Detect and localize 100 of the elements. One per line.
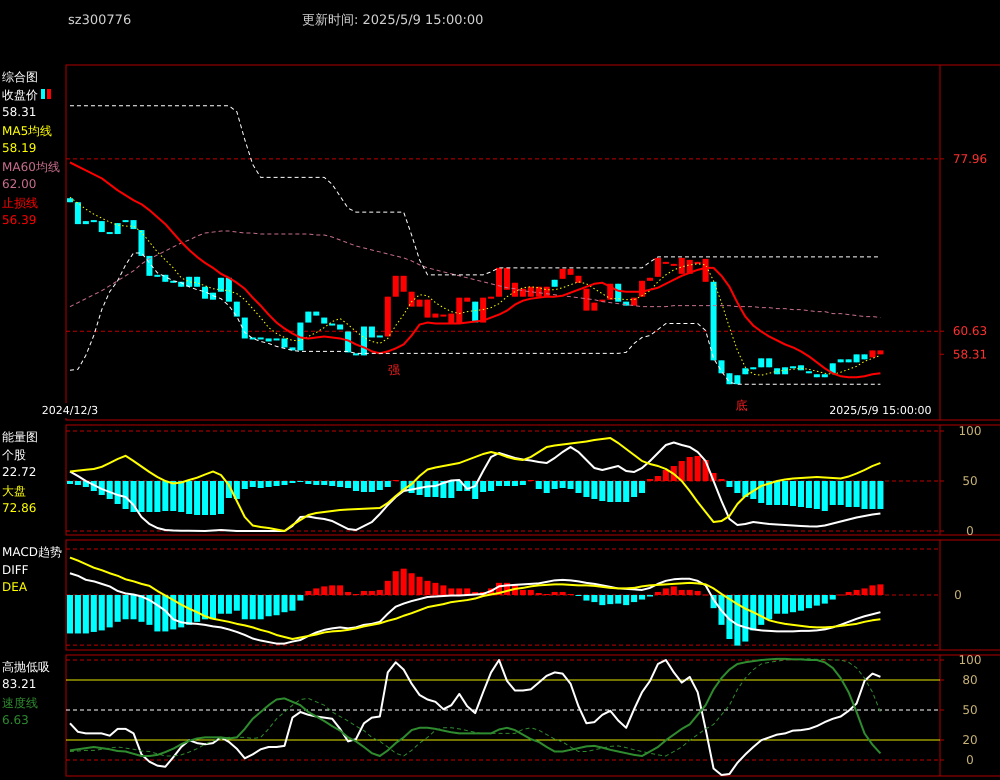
text: 个股 xyxy=(2,448,26,462)
annotation: 强 xyxy=(388,362,400,377)
bar xyxy=(496,481,502,486)
bar xyxy=(862,481,868,509)
bar xyxy=(416,576,423,595)
bar xyxy=(281,481,288,485)
bar xyxy=(138,481,144,512)
bar xyxy=(281,595,288,612)
bar xyxy=(266,481,272,487)
bar xyxy=(583,481,590,497)
bar xyxy=(854,590,860,595)
bar xyxy=(846,592,852,595)
bar xyxy=(814,595,820,606)
text: DIFF xyxy=(2,563,29,577)
bar xyxy=(146,595,152,625)
bar xyxy=(154,595,160,632)
legend-title: MACD趋势 xyxy=(2,545,62,559)
bar xyxy=(568,481,574,489)
bar xyxy=(234,481,240,499)
candlestick xyxy=(368,326,375,338)
bar xyxy=(360,481,367,492)
bar xyxy=(305,590,312,595)
bar xyxy=(376,590,383,595)
bar xyxy=(274,595,280,616)
bar xyxy=(218,481,224,514)
text: DEA xyxy=(2,580,28,594)
bar xyxy=(862,588,868,595)
bar xyxy=(623,595,630,606)
bar xyxy=(66,481,73,484)
bar xyxy=(480,481,486,492)
text: 6.63 xyxy=(2,713,29,727)
bar xyxy=(202,595,208,620)
bar xyxy=(734,481,740,493)
bar xyxy=(289,595,296,611)
bar xyxy=(368,481,375,492)
bar xyxy=(122,481,129,509)
bar xyxy=(552,481,558,489)
bar xyxy=(662,470,669,481)
candlestick xyxy=(654,257,661,278)
bar xyxy=(520,590,526,595)
bar xyxy=(122,595,129,620)
bar xyxy=(448,588,454,595)
y-tick-label: 50 xyxy=(962,703,978,717)
y-tick-label: 100 xyxy=(958,424,982,438)
chart-subtitle: 更新时间: 2025/5/9 15:00:00 xyxy=(302,13,484,28)
chart-title: sz300776 xyxy=(68,13,132,28)
bar xyxy=(258,481,264,488)
y-tick-label: 0 xyxy=(966,524,974,538)
text: MA60均线 xyxy=(2,160,60,174)
bar xyxy=(66,595,73,634)
bar xyxy=(376,481,383,490)
bar xyxy=(774,481,780,505)
y-tick-label: 50 xyxy=(962,474,978,488)
bar xyxy=(202,481,208,515)
bar xyxy=(782,595,788,614)
annotation: 底 xyxy=(736,398,748,412)
bar xyxy=(583,595,590,601)
bar xyxy=(662,588,669,595)
bar xyxy=(854,481,860,507)
x-tick-label: 2024/12/3 xyxy=(42,404,98,417)
text: 62.00 xyxy=(2,177,36,191)
candlestick xyxy=(424,299,431,318)
bar xyxy=(782,481,788,505)
bar xyxy=(806,481,812,508)
bar xyxy=(226,595,232,614)
bar xyxy=(560,592,566,595)
bar xyxy=(552,592,558,595)
bar xyxy=(766,481,772,505)
bar xyxy=(384,481,391,487)
bar xyxy=(623,481,630,502)
bar xyxy=(814,481,820,509)
text: 止损线 xyxy=(2,196,38,210)
y-tick-label: 100 xyxy=(958,653,982,667)
legend-label: 收盘价 xyxy=(2,88,38,102)
bar xyxy=(82,595,89,634)
bar xyxy=(130,595,137,620)
bar xyxy=(520,481,526,485)
text: 22.72 xyxy=(2,465,36,479)
bar xyxy=(670,586,677,595)
bar xyxy=(432,582,438,595)
bar xyxy=(154,481,160,512)
bar xyxy=(194,481,200,515)
bar xyxy=(186,481,192,514)
bar xyxy=(448,481,454,498)
bar xyxy=(114,481,121,504)
bar xyxy=(114,595,121,622)
bar xyxy=(790,481,796,506)
bar xyxy=(654,476,661,481)
x-tick-label: 2025/5/9 15:00:00 xyxy=(829,404,932,417)
bar xyxy=(74,595,81,634)
bar xyxy=(424,580,431,595)
bar xyxy=(504,481,510,486)
bar xyxy=(694,456,701,481)
bar xyxy=(869,585,876,595)
bar xyxy=(337,585,344,595)
bar xyxy=(360,590,367,595)
bar xyxy=(74,481,81,485)
bar xyxy=(869,481,876,509)
y-tick-label: 60.63 xyxy=(952,324,988,338)
bar xyxy=(297,595,304,601)
